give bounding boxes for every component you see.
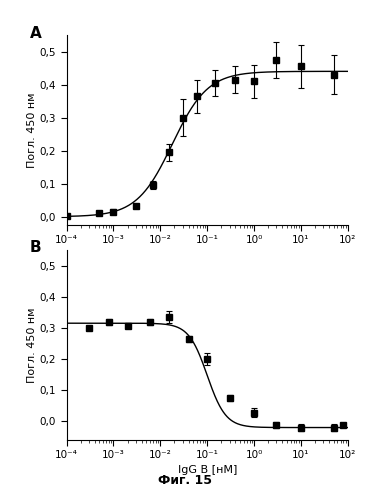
Y-axis label: Погл. 450 нм: Погл. 450 нм [27,92,37,168]
Text: Фиг. 15: Фиг. 15 [158,474,212,486]
Text: B: B [30,240,42,256]
X-axis label: rhGM-CSF [Нг/мл]: rhGM-CSF [Нг/мл] [157,250,258,260]
Text: A: A [30,26,42,40]
X-axis label: IgG B [нМ]: IgG B [нМ] [178,464,237,474]
Y-axis label: Погл. 450 нм: Погл. 450 нм [27,307,37,383]
